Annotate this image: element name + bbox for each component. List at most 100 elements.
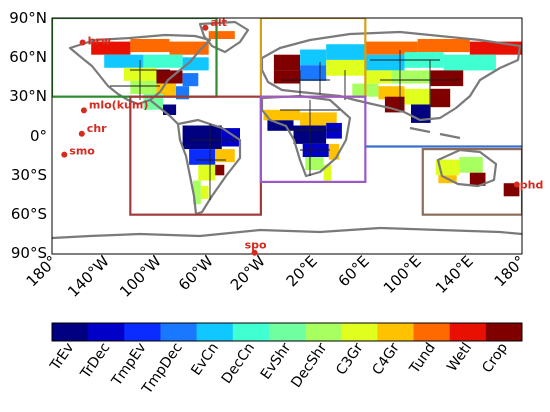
vegetation-cell [305, 157, 324, 171]
vegetation-cell [263, 109, 301, 121]
lat-tick-60n: 60°N [9, 48, 47, 66]
colorbar-swatch-wetl [449, 323, 487, 341]
vegetation-cell [130, 80, 157, 94]
colorbar-swatch-c4gr [377, 323, 414, 341]
lat-tick-60s: 60°S [11, 205, 47, 223]
colorbar-label-c3gr: C3Gr [333, 340, 366, 378]
colorbar-swatch-crop [485, 323, 523, 341]
site-marker-spo [251, 249, 258, 256]
coastline-indonesia [409, 126, 461, 140]
vegetation-cell [267, 120, 294, 131]
colorbar-swatch-evshr [268, 323, 306, 341]
vegetation-cell [469, 172, 486, 186]
lat-tick-90n: 90°N [9, 9, 47, 27]
vegetation-cell [182, 57, 209, 71]
vegetation-cell [323, 164, 332, 181]
site-marker-chr [78, 130, 85, 137]
vegetation-cell [328, 143, 340, 160]
coastline-antarctica [52, 226, 522, 240]
colorbar-label-tund: Tund [406, 340, 439, 377]
site-label-brw: brw [88, 35, 111, 48]
coastlines [52, 20, 522, 240]
vegetation-cell [91, 41, 131, 55]
colorbar-swatch-trev [52, 323, 89, 341]
colorbar-swatch-trdec [88, 323, 125, 341]
vegetation-cell [430, 70, 464, 87]
vegetation-cell [417, 39, 470, 53]
vegetation-cell [300, 65, 327, 81]
site-label-smo: smo [69, 145, 95, 158]
coastline-eurasia [260, 30, 522, 122]
vegetation-cell [469, 41, 522, 55]
vegetation-cell [326, 44, 366, 60]
site-marker-mlokum [80, 107, 87, 114]
country-borders [110, 50, 460, 200]
lon-tick-60w: 60°W [175, 252, 217, 294]
vegetation-cell [273, 54, 300, 71]
vegetation-cell [156, 83, 176, 97]
colorbar-swatch-tmpev [124, 323, 161, 341]
vegetation-cell [221, 128, 240, 147]
latitude-ticks: 90°N 60°N 30°N 0° 30°S 60°S 90°S [9, 9, 47, 262]
lon-tick-20w: 20°W [227, 252, 269, 294]
vegetation-cell [365, 41, 418, 55]
colorbar-swatch-evcn [196, 323, 234, 341]
vegetation-cell [163, 104, 177, 115]
vegetation-cell [404, 88, 431, 105]
map-content [52, 18, 522, 240]
vegetation-cell [182, 73, 199, 87]
vegetation-cell [300, 49, 327, 66]
vegetation-cell [443, 54, 496, 71]
lon-tick-20e: 20°E [283, 252, 321, 290]
vegetation-cell [182, 125, 222, 150]
colorbar-label-evcn: EvCn [188, 340, 222, 378]
lon-tick-140e: 140°E [432, 252, 477, 297]
coastline-north-america [68, 33, 212, 106]
colorbar-swatch-tmpdec [160, 323, 198, 341]
vegetation-cell [326, 122, 342, 139]
vegetation-cell [130, 39, 170, 53]
site-marker-brw [79, 39, 86, 46]
lon-tick-140w: 140°W [64, 252, 113, 301]
vegetation-cell [365, 70, 392, 84]
coastline-australia [436, 148, 498, 188]
site-marker-phd [513, 181, 520, 188]
vegetation-cell [391, 70, 431, 84]
vegetation-cell [215, 164, 225, 176]
region-box-africa [259, 95, 367, 183]
site-marker-smo [61, 151, 68, 158]
colorbar-swatch-deccn [232, 323, 270, 341]
vegetation-cell [208, 31, 235, 39]
site-label-chr: chr [87, 122, 107, 135]
vegetation-cell [273, 70, 300, 84]
lon-tick-100w: 100°W [116, 252, 165, 301]
colorbar-label-evshr: EvShr [258, 340, 295, 383]
vegetation-cell [215, 149, 235, 163]
colorbar-label-decshr: DecShr [288, 340, 330, 391]
lon-tick-60e: 60°E [335, 252, 373, 290]
vegetation-cell [326, 60, 366, 76]
lat-tick-90s: 90°S [11, 244, 47, 262]
lon-tick-100e: 100°E [380, 252, 425, 297]
colorbar-label-crop: Crop [479, 340, 511, 376]
colorbar-label-c4gr: C4Gr [369, 340, 402, 378]
coastline-greenland [198, 20, 250, 54]
vegetation-cell [300, 112, 337, 126]
colorbar-swatch-c3gr [341, 323, 378, 341]
colorbar-label-trdec: TrDec [77, 340, 113, 382]
vegetation-cell [200, 185, 209, 199]
site-label-mlokum: mlo(kum) [89, 98, 148, 111]
vegetation-cell [193, 180, 201, 205]
lat-tick-30n: 30°N [9, 87, 47, 105]
site-label-phd: phd [520, 179, 544, 192]
vegetation-cell [459, 157, 483, 173]
observation-sites: brw alt mlo(kum) chr smo phd spo [61, 16, 543, 256]
coastline-africa [260, 94, 352, 178]
vegetation-cell [104, 54, 144, 68]
site-label-alt: alt [210, 16, 226, 29]
lat-tick-30s: 30°S [11, 166, 47, 184]
lat-tick-0: 0° [30, 127, 47, 145]
colorbar-label-trev: TrEv [47, 340, 78, 374]
vegetation-cell [365, 54, 405, 71]
